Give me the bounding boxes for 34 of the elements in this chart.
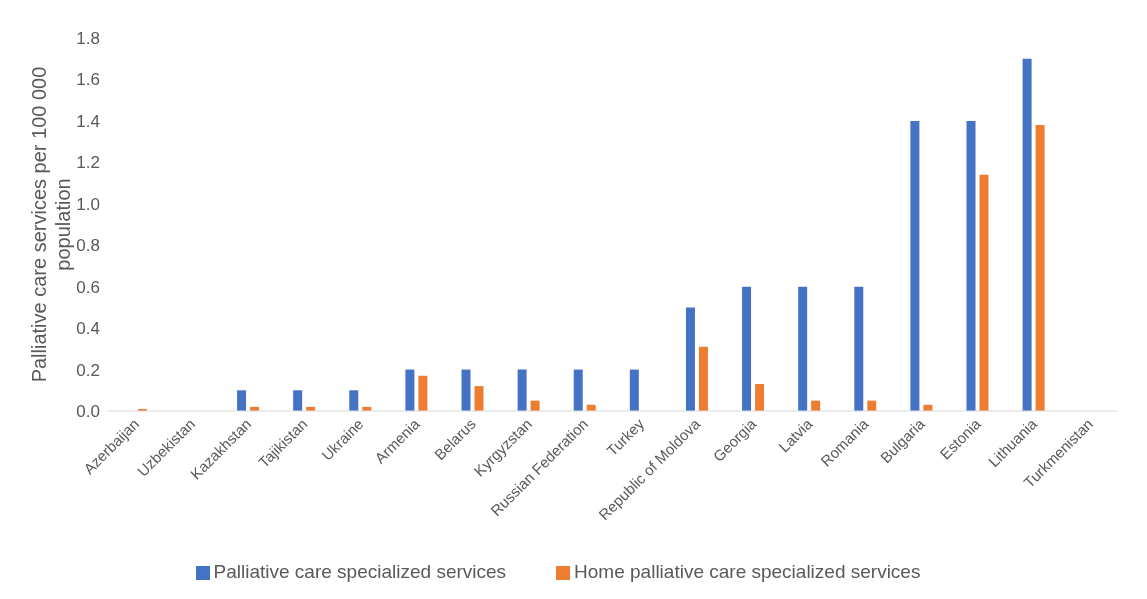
bar — [405, 369, 415, 411]
bar — [966, 120, 976, 411]
bar — [461, 369, 471, 411]
y-axis-title: Palliative care services per 100 000 population — [28, 66, 74, 383]
bar — [293, 390, 303, 411]
bar — [755, 384, 765, 411]
bar — [517, 369, 527, 411]
bar — [418, 375, 428, 411]
bar — [742, 286, 752, 411]
bar — [685, 307, 695, 411]
legend-label: Palliative care specialized services — [213, 561, 507, 582]
legend-label: Home palliative care specialized services — [574, 561, 921, 582]
bar — [573, 369, 583, 411]
y-tick-label: 0.6 — [76, 277, 100, 297]
bar — [798, 286, 808, 411]
y-tick-label: 0.4 — [76, 319, 100, 339]
bar — [1035, 125, 1045, 411]
y-tick-label: 0.8 — [76, 236, 100, 256]
y-tick-label: 1.4 — [76, 111, 100, 131]
bar — [979, 174, 989, 411]
bar — [629, 369, 639, 411]
bar — [910, 120, 920, 411]
bar — [349, 390, 359, 411]
y-tick-label: 1.6 — [76, 70, 100, 90]
y-tick-label: 1.8 — [76, 29, 100, 49]
y-tick-label: 1.0 — [76, 194, 100, 214]
bar — [1022, 58, 1032, 411]
bar — [698, 346, 708, 411]
y-tick-label: 0.0 — [76, 402, 100, 422]
bar — [237, 390, 247, 411]
bar — [854, 286, 864, 411]
y-tick-label: 1.2 — [76, 153, 100, 173]
bar — [474, 386, 484, 411]
y-tick-label: 0.2 — [76, 360, 100, 380]
